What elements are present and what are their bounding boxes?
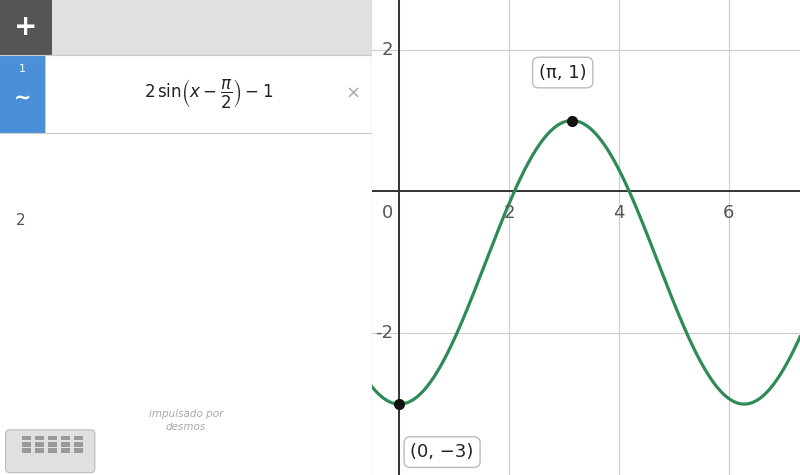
Text: 1: 1	[19, 64, 26, 74]
Bar	[0, 0, 52, 55]
Text: impulsado por
desmos: impulsado por desmos	[149, 409, 223, 432]
Bar	[22, 436, 30, 440]
Bar	[62, 442, 70, 446]
Text: ∼: ∼	[14, 88, 31, 109]
Text: 6: 6	[723, 204, 734, 222]
Bar	[48, 442, 57, 446]
FancyBboxPatch shape	[6, 430, 95, 473]
Bar	[0, 55, 45, 133]
Text: ×: ×	[346, 85, 361, 103]
Bar	[22, 442, 30, 446]
Bar	[74, 448, 82, 453]
Text: 0: 0	[382, 204, 393, 222]
Bar	[74, 442, 82, 446]
Bar	[35, 448, 43, 453]
Text: -2: -2	[375, 324, 393, 342]
Bar	[35, 436, 43, 440]
Bar	[22, 448, 30, 453]
Bar	[48, 448, 57, 453]
Bar	[48, 436, 57, 440]
Bar	[74, 436, 82, 440]
Bar	[45, 55, 372, 133]
Text: (π, 1): (π, 1)	[539, 64, 586, 82]
Text: 2: 2	[382, 41, 393, 58]
Text: $2\,\sin\!\left(x - \dfrac{\pi}{2}\right) - 1$: $2\,\sin\!\left(x - \dfrac{\pi}{2}\right…	[144, 77, 273, 110]
Text: 2: 2	[16, 213, 26, 228]
Text: +: +	[14, 13, 38, 41]
Text: (0, −3): (0, −3)	[410, 443, 474, 461]
Text: 2: 2	[503, 204, 515, 222]
Bar	[0, 0, 372, 55]
Bar	[62, 436, 70, 440]
Text: 4: 4	[613, 204, 625, 222]
Bar	[62, 448, 70, 453]
Bar	[35, 442, 43, 446]
